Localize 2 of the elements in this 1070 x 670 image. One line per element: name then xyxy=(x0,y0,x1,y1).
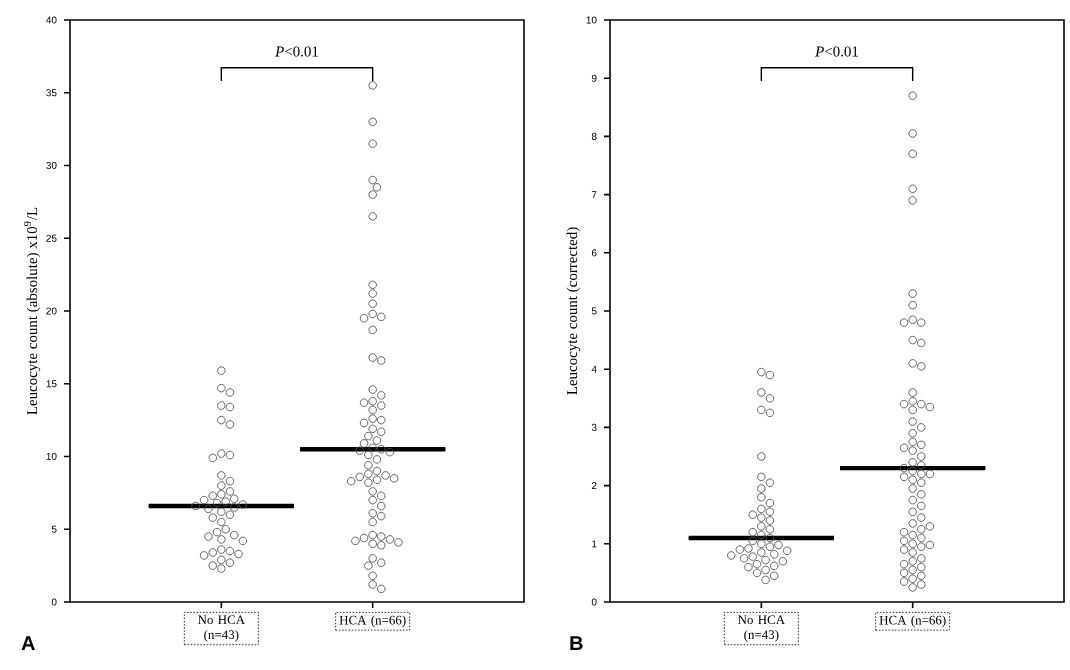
text: A xyxy=(21,636,35,650)
text: B xyxy=(570,636,583,650)
